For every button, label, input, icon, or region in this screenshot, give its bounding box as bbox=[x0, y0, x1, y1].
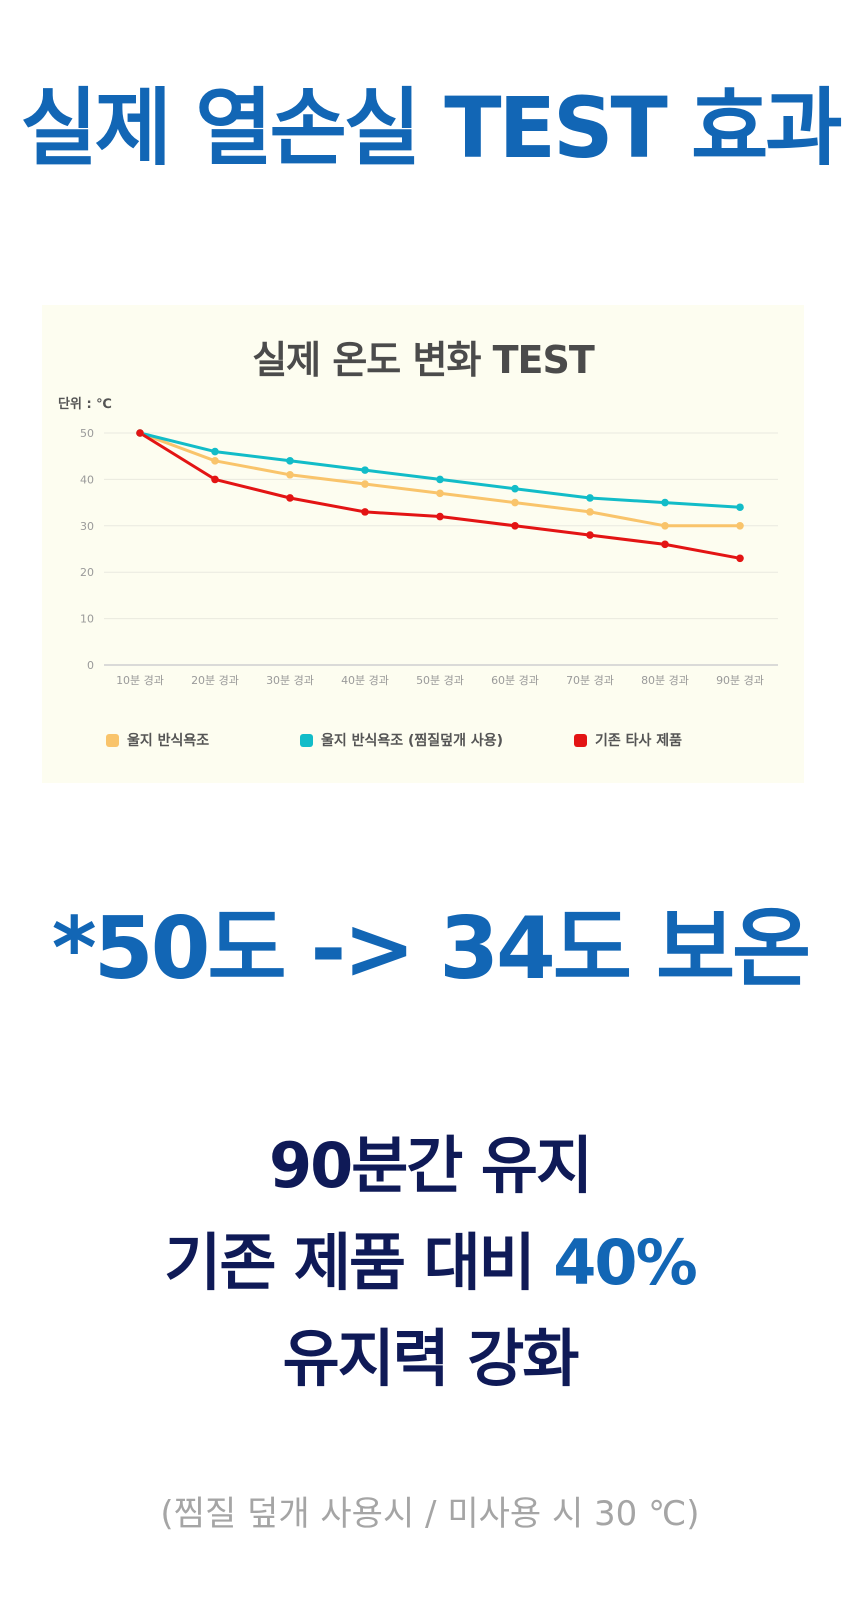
data-point-series-0 bbox=[286, 470, 294, 479]
chart-title: 실제 온도 변화 TEST bbox=[252, 338, 595, 382]
data-point-series-1 bbox=[661, 498, 669, 507]
line-chart: 0 10 20 30 40 50 10분 경과 20분 경과 30분 경과 40분 경과 50분 경… bbox=[80, 427, 778, 687]
legend-label-series-2: 기존 타사 제품 bbox=[595, 733, 683, 749]
y-tick-label: 30 bbox=[80, 520, 94, 533]
data-point-series-1 bbox=[511, 484, 519, 493]
legend-swatch-series-2 bbox=[574, 733, 587, 747]
legend-label-series-0: 울지 반식욕조 bbox=[127, 733, 210, 749]
temperature-chart-panel: 실제 온도 변화 TEST 단위 : ℃ 0 10 20 30 40 50 10분 경과 20… bbox=[42, 305, 804, 783]
benefit-text: 90분간 유지 기존 제품 대비 40% 유지력 강화 bbox=[0, 1118, 860, 1408]
data-point-series-2 bbox=[211, 475, 219, 484]
y-tick-label: 20 bbox=[80, 566, 94, 579]
retention-headline: *50도 -> 34도 보온 bbox=[51, 899, 811, 999]
benefit-line-duration: 90분간 유지 bbox=[268, 1129, 593, 1202]
data-point-series-2 bbox=[361, 508, 369, 516]
data-point-series-0 bbox=[661, 522, 669, 530]
data-point-series-1 bbox=[436, 475, 444, 484]
x-tick-label: 80분 경과 bbox=[641, 674, 689, 687]
legend-item-series-1: 울지 반식욕조 (찜질덮개 사용) bbox=[300, 730, 503, 750]
x-tick-label: 30분 경과 bbox=[266, 674, 314, 687]
data-point-series-2 bbox=[586, 531, 594, 539]
x-tick-label: 40분 경과 bbox=[341, 674, 389, 687]
data-point-series-2 bbox=[136, 429, 144, 437]
benefit-line-comparison: 기존 제품 대비 40% bbox=[0, 1215, 860, 1312]
x-tick-label: 70분 경과 bbox=[566, 674, 614, 687]
page-title: 실제 열손실 TEST 효과 bbox=[20, 79, 842, 177]
x-tick-label: 90분 경과 bbox=[716, 674, 764, 687]
data-point-series-0 bbox=[736, 522, 744, 530]
data-point-series-2 bbox=[436, 512, 444, 521]
y-tick-label: 10 bbox=[80, 613, 94, 626]
data-point-series-2 bbox=[736, 554, 744, 563]
data-point-series-2 bbox=[661, 540, 669, 549]
x-tick-label: 20분 경과 bbox=[191, 674, 239, 687]
data-point-series-0 bbox=[361, 480, 369, 488]
data-point-series-1 bbox=[361, 466, 369, 474]
chart-unit-label: 단위 : ℃ bbox=[58, 397, 112, 412]
x-tick-label: 60분 경과 bbox=[491, 674, 539, 687]
data-point-series-1 bbox=[211, 447, 219, 456]
y-tick-label: 0 bbox=[87, 659, 94, 672]
x-tick-label: 10분 경과 bbox=[116, 674, 164, 687]
data-point-series-1 bbox=[736, 503, 744, 512]
y-tick-label: 50 bbox=[80, 427, 94, 440]
legend-item-series-2: 기존 타사 제품 bbox=[574, 730, 682, 750]
legend-label-series-1: 울지 반식욕조 (찜질덮개 사용) bbox=[321, 733, 503, 749]
data-point-series-0 bbox=[211, 457, 219, 465]
data-point-series-0 bbox=[511, 498, 519, 507]
data-point-series-2 bbox=[286, 494, 294, 502]
comparison-text: 기존 제품 대비 bbox=[164, 1225, 554, 1299]
data-point-series-0 bbox=[436, 489, 444, 498]
data-point-series-0 bbox=[586, 508, 594, 516]
data-point-series-1 bbox=[586, 494, 594, 502]
y-tick-label: 40 bbox=[80, 473, 94, 486]
footnote: (찜질 덮개 사용시 / 미사용 시 30 ℃) bbox=[160, 1494, 700, 1534]
data-point-series-1 bbox=[286, 457, 294, 465]
benefit-line-strength: 유지력 강화 bbox=[282, 1322, 580, 1396]
comparison-percent: 40% bbox=[553, 1225, 697, 1299]
legend-swatch-series-1 bbox=[300, 733, 313, 747]
data-point-series-2 bbox=[511, 522, 519, 530]
chart-legend: 울지 반식욕조 울지 반식욕조 (찜질덮개 사용) 기존 타사 제품 bbox=[42, 730, 804, 756]
legend-swatch-series-0 bbox=[106, 733, 119, 747]
x-tick-label: 50분 경과 bbox=[416, 674, 464, 687]
legend-item-series-0: 울지 반식욕조 bbox=[106, 730, 209, 750]
